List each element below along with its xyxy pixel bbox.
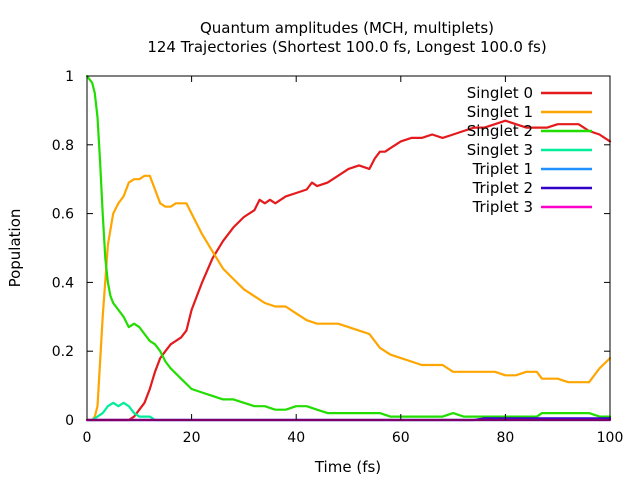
legend-label-singlet-1: Singlet 1: [467, 103, 533, 121]
y-tick-label: 0.2: [52, 344, 74, 360]
legend-label-singlet-3: Singlet 3: [467, 141, 533, 159]
legend-label-singlet-2: Singlet 2: [467, 122, 533, 140]
series-line-singlet-2: [85, 74, 612, 418]
plot-frame: [86, 75, 611, 421]
x-tick-label: 40: [287, 430, 305, 446]
y-axis-label: Population: [6, 209, 24, 288]
chart-subtitle: 124 Trajectories (Shortest 100.0 fs, Lon…: [147, 38, 546, 56]
y-tick-label: 0: [65, 413, 74, 429]
x-tick-label: 100: [597, 430, 624, 446]
y-tick-label: 0.8: [52, 138, 74, 154]
axes: 0 20 40 60 80 100 0 0.2 0.4 0.6 0.8 1: [52, 69, 624, 446]
x-axis-label: Time (fs): [314, 458, 381, 476]
x-tick-label: 20: [183, 430, 201, 446]
chart-title: Quantum amplitudes (MCH, multiplets): [200, 19, 494, 37]
legend-label-triplet-1: Triplet 1: [472, 160, 533, 178]
x-tick-label: 80: [496, 430, 514, 446]
x-tick-label: 60: [392, 430, 410, 446]
legend-label-triplet-2: Triplet 2: [472, 179, 533, 197]
series-line-singlet-1: [85, 174, 612, 422]
x-tick-label: 0: [83, 430, 92, 446]
y-tick-label: 0.6: [52, 207, 74, 223]
series-line-singlet-0: [85, 119, 612, 422]
y-tick-label: 1: [65, 69, 74, 85]
series-line-singlet-3: [85, 401, 612, 422]
legend-label-triplet-3: Triplet 3: [472, 198, 533, 216]
legend-label-singlet-0: Singlet 0: [467, 84, 533, 102]
y-tick-label: 0.4: [52, 275, 74, 291]
